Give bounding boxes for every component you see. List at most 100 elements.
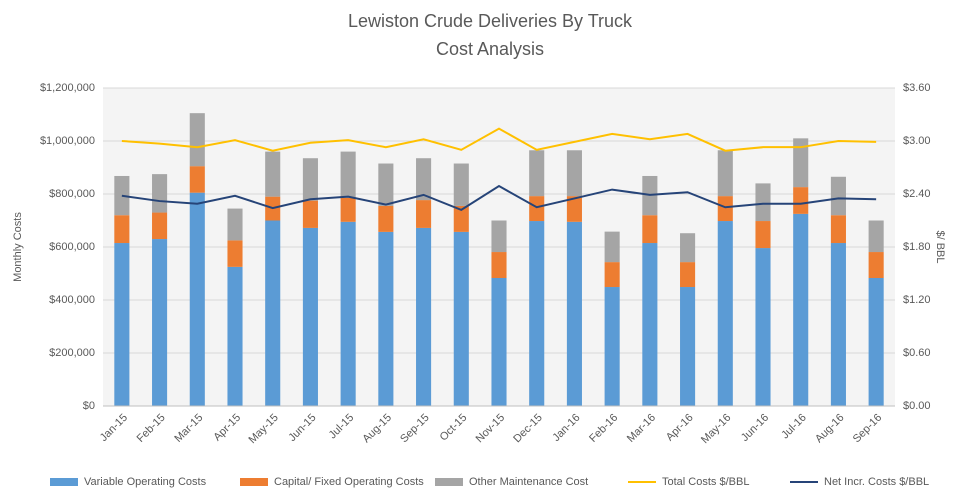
bar-segment [566,221,582,406]
bar-segment [302,158,318,201]
legend-label: Other Maintenance Cost [469,476,588,488]
bar-segment [830,176,846,216]
chart-title: Lewiston Crude Deliveries By Truck [348,11,633,31]
bar-segment [227,208,243,241]
bar-segment [680,287,696,406]
x-tick-label: Oct-15 [438,412,470,444]
x-tick-label: Jul-16 [779,412,809,442]
y2-axis-title: $/ BBL [934,230,946,263]
bar-segment [302,200,318,228]
x-tick-label: Jan-16 [550,412,582,444]
x-tick-label: Jul-15 [327,412,357,442]
bar-segment [152,239,168,406]
bar-segment [604,262,620,288]
x-tick-label: Mar-16 [625,412,658,445]
bar-segment [227,266,243,406]
bar-segment [529,221,545,406]
y-tick-label: $0 [83,400,95,412]
x-tick-label: Jun-16 [739,412,771,444]
y-tick-label: $1,200,000 [40,82,95,94]
bar-segment [491,220,507,253]
x-tick-label: Aug-15 [360,412,394,446]
y2-tick-label: $0.00 [903,400,931,412]
x-tick-label: Feb-15 [135,412,168,445]
x-tick-label: Apr-15 [211,412,243,444]
x-tick-label: Aug-16 [813,412,847,446]
legend-label: Net Incr. Costs $/BBL [824,476,929,488]
bar-segment [378,231,394,406]
bar-segment [680,233,696,263]
bar-segment [566,150,582,197]
y-tick-label: $600,000 [49,241,95,253]
chart-subtitle: Cost Analysis [436,39,544,59]
bar-segment [793,187,809,214]
bar-segment [717,221,733,406]
y2-tick-label: $3.60 [903,82,931,94]
bar-segment [642,215,658,244]
bar-segment [793,213,809,406]
bar-segment [453,205,469,232]
x-tick-label: Jun-15 [286,412,318,444]
y-tick-label: $800,000 [49,188,95,200]
x-tick-label: May-15 [246,412,280,446]
bar-segment [680,262,696,288]
y2-tick-label: $3.00 [903,135,931,147]
bar-segment [265,220,281,406]
bar-segment [755,248,771,406]
bar-segment [378,163,394,206]
x-tick-label: Mar-15 [172,412,205,445]
bar-segment [114,243,130,406]
bar-segment [416,200,432,228]
bar-segment [604,287,620,406]
x-tick-label: Feb-16 [587,412,620,445]
x-tick-label: Jan-15 [98,412,130,444]
line-series [121,127,877,152]
bar-segment [189,166,205,193]
legend-label: Total Costs $/BBL [662,476,749,488]
bar-segment [340,221,356,406]
bar-segment [529,196,545,222]
y-tick-label: $200,000 [49,347,95,359]
legend-swatch [50,478,78,486]
x-tick-label: Apr-16 [664,412,696,444]
legend-swatch [435,478,463,486]
bar-segment [868,252,884,279]
bar-segment [340,197,356,222]
bar-segment [604,231,620,263]
bar-segment [491,278,507,406]
legend-label: Capital/ Fixed Operating Costs [274,476,424,488]
y-tick-label: $1,000,000 [40,135,95,147]
bar-segment [642,243,658,406]
y2-tick-label: $1.80 [903,241,931,253]
x-tick-label: Dec-15 [511,412,545,446]
legend-swatch [240,478,268,486]
y2-tick-label: $1.20 [903,294,931,306]
x-tick-label: Sep-15 [398,412,432,446]
bar-segment [453,231,469,406]
y2-tick-label: $2.40 [903,188,931,200]
bar-segment [114,215,130,244]
bar-segment [265,151,281,197]
bar-segment [302,227,318,406]
legend-label: Variable Operating Costs [84,476,207,488]
bar-segment [453,163,469,206]
y-axis-title: Monthly Costs [12,212,24,282]
bar-segment [868,220,884,253]
x-tick-label: May-16 [699,412,733,446]
bar-segment [152,174,168,213]
bar-segment [529,150,545,197]
y2-tick-label: $0.60 [903,347,931,359]
x-tick-label: Sep-16 [851,412,885,446]
line-series [121,184,877,212]
bar-segment [378,205,394,232]
bar-segment [868,278,884,406]
bar-segment [227,240,243,267]
bar-segment [755,221,771,249]
bar-segment [152,212,168,240]
x-tick-label: Nov-15 [474,412,508,446]
bar-segment [416,158,432,201]
bar-segment [491,252,507,279]
bar-segment [340,151,356,198]
y-tick-label: $400,000 [49,294,95,306]
